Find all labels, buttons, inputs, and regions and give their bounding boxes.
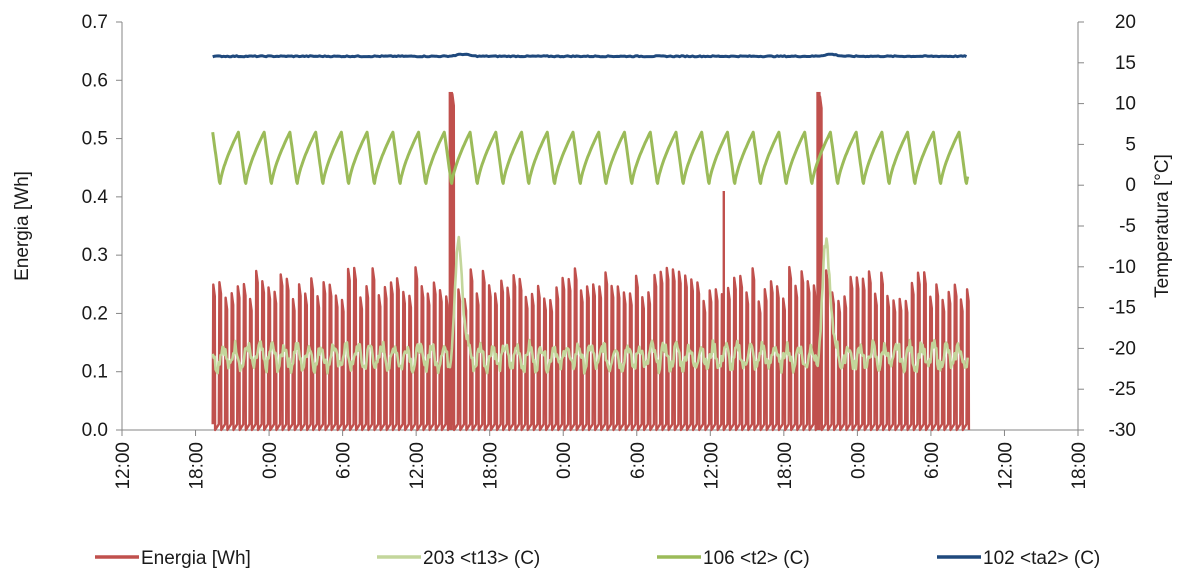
x-tick-label: 12:00 xyxy=(113,442,134,490)
y-tick-label-right: 0 xyxy=(1125,175,1136,196)
legend-label: 203 <t13> (C) xyxy=(423,548,540,569)
axes: 0.0 0.1 0.2 0.3 0.4 0.5 0.6 0.7 -30 -25 -20 -15 -10 -… xyxy=(12,12,1173,490)
y-tick-label-right: -20 xyxy=(1109,338,1136,359)
y-axis-title-right: Temperatura [°C] xyxy=(1152,154,1173,298)
series-t13 xyxy=(211,235,969,375)
y-tick-label-right: -25 xyxy=(1109,379,1136,400)
y-tick-label-left: 0.3 xyxy=(82,245,108,266)
x-tick-label: 18:00 xyxy=(775,442,796,490)
y-axis-title-left: Energia [Wh] xyxy=(12,171,33,281)
x-tick-label: 12:00 xyxy=(701,442,722,490)
series-energia-line xyxy=(211,92,971,432)
series-ta2-line xyxy=(212,52,968,59)
x-tick-label: 6:00 xyxy=(334,442,355,479)
x-tick-label: 12:00 xyxy=(407,442,428,490)
y-tick-label-right: 10 xyxy=(1115,94,1136,115)
x-tick-label: 18:00 xyxy=(1069,442,1090,490)
x-tick-label: 6:00 xyxy=(922,442,943,479)
x-tick-label: 6:00 xyxy=(628,442,649,479)
legend: Energia [Wh] 203 <t13> (C) 106 <t2> (C) 102… xyxy=(95,548,1100,569)
x-tick-label: 0:00 xyxy=(848,442,869,479)
x-tick-label: 0:00 xyxy=(554,442,575,479)
y-tick-label-right: 5 xyxy=(1125,134,1136,155)
series-t2 xyxy=(211,130,970,185)
y-tick-label-left: 0.4 xyxy=(82,187,109,208)
legend-label: 106 <t2> (C) xyxy=(703,548,810,569)
y-tick-label-right: 15 xyxy=(1115,53,1136,74)
y-tick-label-left: 0.7 xyxy=(82,12,108,33)
y-tick-label-left: 0.1 xyxy=(82,362,108,383)
series-t2-line xyxy=(211,130,970,185)
legend-label: Energia [Wh] xyxy=(141,548,251,569)
x-tick-label: 18:00 xyxy=(187,442,208,490)
series-energia xyxy=(211,91,971,432)
y-tick-label-right: -10 xyxy=(1109,257,1136,278)
y-tick-label-right: -30 xyxy=(1109,420,1136,441)
defrost-energy-bar xyxy=(448,91,453,430)
x-tick-label: 18:00 xyxy=(481,442,502,490)
x-tick-label: 12:00 xyxy=(995,442,1016,490)
y-tick-label-left: 0.2 xyxy=(82,303,108,324)
y-tick-label-left: 0.5 xyxy=(82,129,108,150)
legend-label: 102 <ta2> (C) xyxy=(983,548,1100,569)
y-tick-label-right: -15 xyxy=(1109,298,1136,319)
defrost-energy-bar xyxy=(816,91,821,430)
y-tick-label-left: 0.6 xyxy=(82,70,108,91)
series-ta2 xyxy=(212,52,968,59)
y-tick-label-right: 20 xyxy=(1115,12,1136,33)
y-tick-label-left: 0.0 xyxy=(82,420,108,441)
series-t13-line xyxy=(211,235,969,375)
x-tick-label: 0:00 xyxy=(260,442,281,479)
y-tick-label-right: -5 xyxy=(1119,216,1136,237)
